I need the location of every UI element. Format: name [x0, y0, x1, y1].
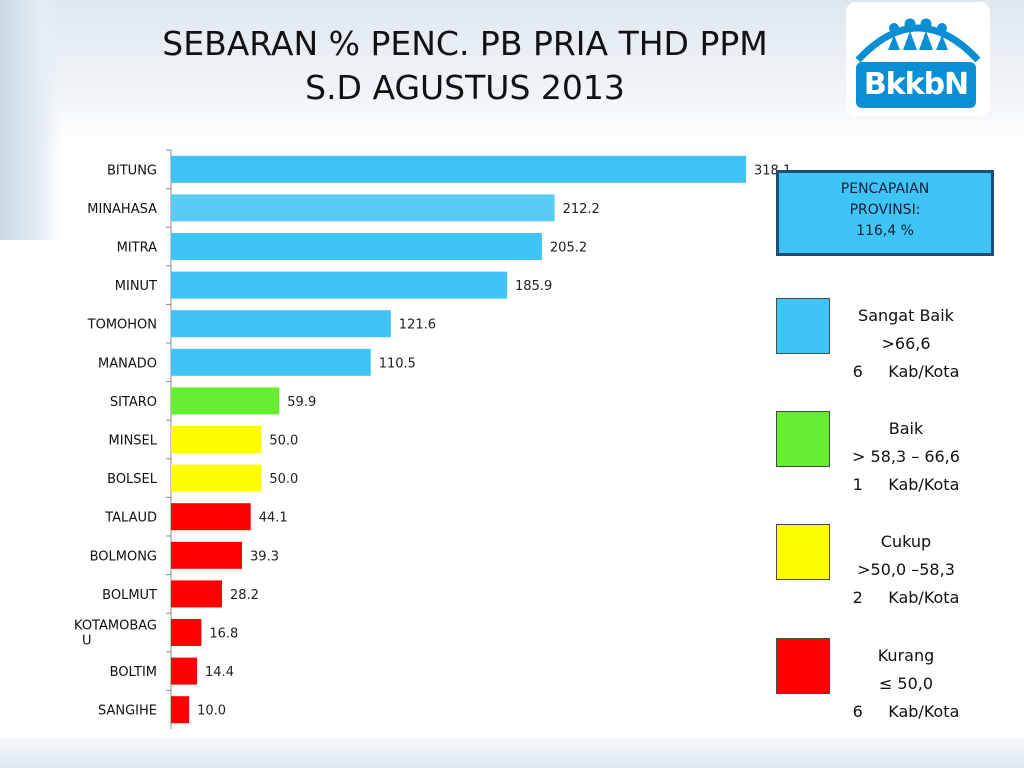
data-label: 28.2 [230, 588, 259, 603]
footer-band [0, 738, 1024, 768]
category-label: KOTAMOBAG U [74, 619, 157, 649]
category-label: BOLMONG [90, 549, 157, 564]
legend-item-cukup: Cukup >50,0 –58,3 2 Kab/Kota [776, 524, 1016, 607]
bar-bolmut [171, 580, 222, 608]
bar-sitaro [171, 387, 280, 415]
bar-bolmong [171, 541, 243, 569]
category-label: SITARO [110, 395, 157, 410]
legend-unit: Kab/Kota [888, 702, 960, 721]
legend-unit: Kab/Kota [888, 475, 960, 494]
category-label: MINSEL [109, 434, 158, 449]
title-line-1: SEBARAN % PENC. PB PRIA THD PPM [162, 24, 768, 63]
data-label: 121.6 [399, 318, 436, 333]
legend-range: ≤ 50,0 [878, 674, 934, 693]
bar-kotamobagu [171, 619, 202, 646]
category-label: BOLSEL [107, 472, 158, 487]
bar-minut [171, 271, 508, 299]
legend-item-baik: Baik > 58,3 – 66,6 1 Kab/Kota [776, 411, 1016, 494]
data-label: 44.1 [259, 511, 288, 526]
logo-wordmark: BkkbN [856, 62, 976, 108]
legend-range: >50,0 –58,3 [857, 560, 955, 579]
data-label: 14.4 [205, 665, 234, 680]
legend-swatch [776, 298, 830, 354]
achievement-line-2: PROVINSI: [849, 202, 921, 218]
category-label: BITUNG [107, 163, 157, 178]
category-label: MINUT [115, 279, 157, 294]
legend-label: Kurang [877, 646, 935, 665]
data-label: 185.9 [515, 279, 552, 294]
legend-range: > 58,3 – 66,6 [852, 447, 960, 466]
family-figures-icon [855, 18, 981, 63]
bar-mitra [171, 233, 542, 260]
data-label: 205.2 [550, 241, 587, 256]
achievement-line-1: PENCAPAIAN [840, 181, 930, 197]
category-label: MITRA [117, 241, 157, 256]
bar-minsel [171, 426, 262, 453]
bar-tomohon [171, 310, 391, 338]
category-label: TALAUD [104, 511, 157, 526]
legend-count: 2 [852, 588, 863, 607]
data-label: 50.0 [269, 434, 298, 449]
achievement-value: 116,4 % [856, 223, 914, 239]
decorative-background [0, 0, 60, 240]
bar-manado [171, 348, 371, 376]
bar-bitung [171, 155, 746, 183]
category-label: SANGIHE [98, 704, 157, 719]
legend-swatch [776, 638, 830, 694]
data-label: 10.0 [197, 704, 226, 719]
bar-bolsel [171, 464, 262, 492]
legend-label: Baik [888, 419, 924, 438]
title-line-2: S.D AGUSTUS 2013 [305, 68, 625, 107]
legend-label: Cukup [880, 532, 932, 551]
legend-range: >66,6 [881, 334, 931, 353]
category-label: BOLTIM [110, 665, 157, 680]
legend-item-sangat-baik: Sangat Baik >66,6 6 Kab/Kota [776, 298, 1016, 381]
data-label: 39.3 [250, 549, 279, 564]
bkkbn-logo: BkkbN [846, 2, 990, 116]
data-label: 16.8 [209, 627, 238, 642]
bar-sangihe [171, 696, 190, 724]
legend-swatch [776, 524, 830, 580]
legend-count: 1 [852, 475, 863, 494]
data-label: 50.0 [269, 472, 298, 487]
achievement-box: PENCAPAIAN PROVINSI: 116,4 % [776, 170, 994, 256]
legend-unit: Kab/Kota [888, 362, 960, 381]
legend-count: 6 [852, 702, 863, 721]
bar-minahasa [171, 194, 555, 222]
bar-talaud [171, 503, 251, 531]
legend-item-kurang: Kurang ≤ 50,0 6 Kab/Kota [776, 638, 1016, 721]
data-label: 59.9 [287, 395, 316, 410]
category-label: MINAHASA [87, 202, 157, 217]
data-label: 212.2 [563, 202, 600, 217]
bar-boltim [171, 657, 198, 685]
data-label: 110.5 [379, 356, 416, 371]
legend-unit: Kab/Kota [888, 588, 960, 607]
legend-count: 6 [852, 362, 863, 381]
legend-swatch [776, 411, 830, 467]
category-label: BOLMUT [102, 588, 157, 603]
category-label: TOMOHON [87, 318, 157, 333]
slide-title: SEBARAN % PENC. PB PRIA THD PPM S.D AGUS… [90, 22, 840, 110]
category-label: MANADO [98, 356, 157, 371]
legend-label: Sangat Baik [858, 306, 954, 325]
